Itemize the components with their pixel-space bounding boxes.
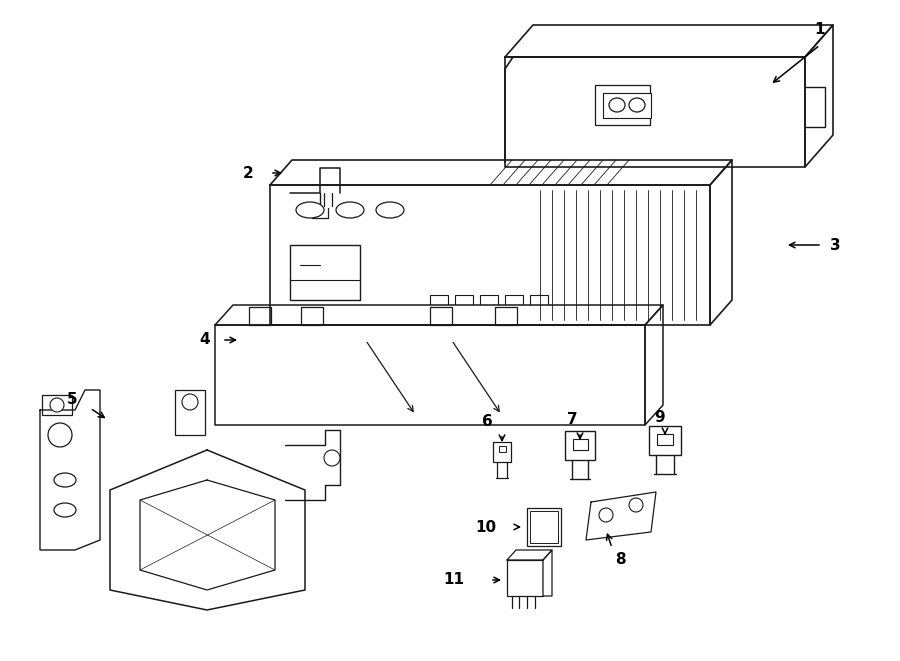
Polygon shape	[215, 305, 663, 325]
Ellipse shape	[54, 503, 76, 517]
Bar	[530, 511, 558, 543]
Bar	[657, 434, 673, 445]
Bar	[480, 295, 498, 320]
Text: 1: 1	[814, 22, 825, 38]
Polygon shape	[805, 25, 833, 167]
Ellipse shape	[54, 473, 76, 487]
Text: 3: 3	[830, 237, 841, 253]
Bar	[499, 446, 506, 453]
Text: 8: 8	[615, 553, 626, 568]
Polygon shape	[270, 185, 710, 325]
Bar	[507, 560, 543, 596]
Bar	[175, 390, 205, 435]
Bar	[530, 295, 548, 320]
Bar	[527, 508, 561, 546]
Text: 2: 2	[243, 165, 254, 180]
Ellipse shape	[336, 202, 364, 218]
Text: 9: 9	[654, 410, 665, 426]
Bar	[42, 395, 72, 415]
Bar	[595, 85, 650, 125]
Text: 5: 5	[67, 393, 77, 407]
Ellipse shape	[609, 98, 625, 112]
Circle shape	[50, 398, 64, 412]
Text: 4: 4	[200, 332, 211, 348]
Polygon shape	[215, 325, 645, 425]
Circle shape	[629, 498, 643, 512]
Bar	[565, 431, 595, 460]
Polygon shape	[507, 550, 552, 560]
Polygon shape	[505, 25, 833, 57]
Polygon shape	[505, 57, 805, 167]
Circle shape	[182, 394, 198, 410]
Polygon shape	[270, 160, 732, 185]
Bar	[573, 439, 588, 449]
Polygon shape	[710, 160, 732, 325]
Text: 7: 7	[567, 412, 577, 428]
Circle shape	[599, 508, 613, 522]
Polygon shape	[543, 550, 552, 596]
Bar	[455, 295, 473, 320]
Polygon shape	[586, 492, 656, 540]
Bar	[505, 295, 523, 320]
Bar	[493, 442, 511, 462]
Text: 6: 6	[482, 414, 492, 430]
Bar	[430, 295, 448, 320]
Polygon shape	[645, 305, 663, 425]
Circle shape	[324, 450, 340, 466]
Ellipse shape	[376, 202, 404, 218]
Text: 11: 11	[444, 572, 464, 588]
Polygon shape	[110, 450, 305, 610]
Ellipse shape	[296, 202, 324, 218]
Bar	[649, 426, 681, 455]
Bar	[290, 245, 360, 300]
Polygon shape	[40, 390, 100, 550]
Circle shape	[48, 423, 72, 447]
Text: 10: 10	[475, 520, 497, 535]
Ellipse shape	[629, 98, 645, 112]
Bar	[603, 93, 651, 118]
